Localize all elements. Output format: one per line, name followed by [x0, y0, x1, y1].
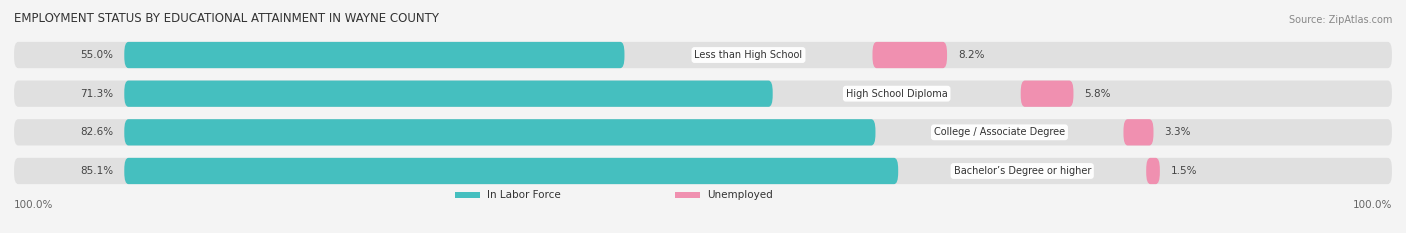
Text: 55.0%: 55.0%: [80, 50, 114, 60]
FancyBboxPatch shape: [14, 42, 1392, 68]
Text: Bachelor’s Degree or higher: Bachelor’s Degree or higher: [953, 166, 1091, 176]
FancyBboxPatch shape: [1146, 158, 1160, 184]
FancyBboxPatch shape: [14, 119, 1392, 145]
FancyBboxPatch shape: [124, 158, 898, 184]
FancyBboxPatch shape: [14, 81, 1392, 107]
FancyBboxPatch shape: [675, 192, 700, 199]
FancyBboxPatch shape: [124, 42, 624, 68]
Text: 100.0%: 100.0%: [1353, 200, 1392, 210]
FancyBboxPatch shape: [1123, 119, 1153, 145]
Text: 100.0%: 100.0%: [14, 200, 53, 210]
Text: Less than High School: Less than High School: [695, 50, 803, 60]
FancyBboxPatch shape: [456, 192, 479, 199]
Text: In Labor Force: In Labor Force: [486, 190, 561, 200]
Text: 1.5%: 1.5%: [1171, 166, 1198, 176]
Text: College / Associate Degree: College / Associate Degree: [934, 127, 1064, 137]
FancyBboxPatch shape: [124, 81, 773, 107]
Text: 3.3%: 3.3%: [1164, 127, 1191, 137]
Text: 8.2%: 8.2%: [957, 50, 984, 60]
Text: EMPLOYMENT STATUS BY EDUCATIONAL ATTAINMENT IN WAYNE COUNTY: EMPLOYMENT STATUS BY EDUCATIONAL ATTAINM…: [14, 12, 439, 25]
Text: 5.8%: 5.8%: [1084, 89, 1111, 99]
FancyBboxPatch shape: [14, 158, 1392, 184]
Text: High School Diploma: High School Diploma: [846, 89, 948, 99]
FancyBboxPatch shape: [124, 119, 876, 145]
FancyBboxPatch shape: [1021, 81, 1073, 107]
Text: Unemployed: Unemployed: [707, 190, 773, 200]
Text: 85.1%: 85.1%: [80, 166, 114, 176]
Text: Source: ZipAtlas.com: Source: ZipAtlas.com: [1288, 15, 1392, 25]
Text: 82.6%: 82.6%: [80, 127, 114, 137]
Text: 71.3%: 71.3%: [80, 89, 114, 99]
FancyBboxPatch shape: [873, 42, 948, 68]
